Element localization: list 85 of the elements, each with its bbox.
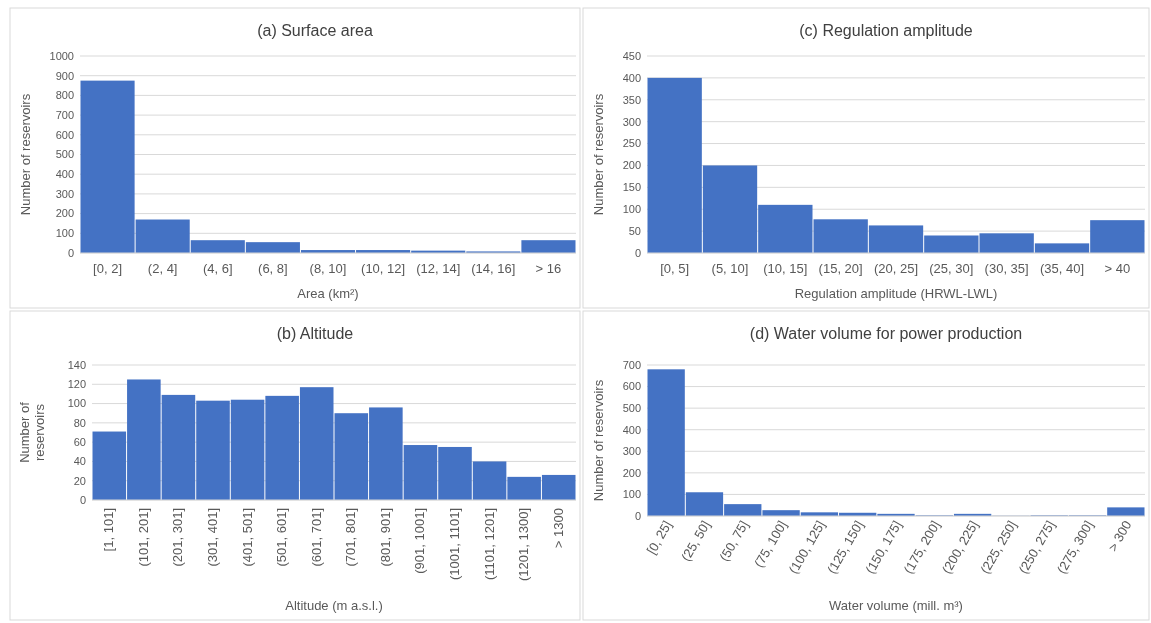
y-tick-label: 0 bbox=[79, 493, 86, 506]
x-tick-label: [0, 2] bbox=[93, 261, 123, 276]
x-tick-label: (30, 35] bbox=[984, 261, 1029, 276]
y-tick-label: 20 bbox=[73, 474, 86, 487]
x-tick-label: (20, 25] bbox=[873, 261, 919, 276]
y-tick-label: 200 bbox=[622, 159, 641, 172]
x-tick-label: (301, 401] bbox=[205, 508, 220, 567]
x-axis-title: Water volume (mill. m³) bbox=[829, 598, 963, 613]
x-tick-label: (801, 901] bbox=[377, 508, 393, 567]
y-tick-label: 1000 bbox=[49, 49, 74, 62]
y-axis-title: Number of reservoirs bbox=[18, 93, 33, 216]
x-tick-label: (901, 1001] bbox=[412, 508, 428, 574]
y-tick-label: 300 bbox=[622, 115, 641, 128]
y-tick-label: 450 bbox=[622, 49, 641, 62]
y-tick-label: 40 bbox=[73, 455, 86, 468]
y-tick-label: 100 bbox=[55, 227, 74, 240]
y-tick-label: 500 bbox=[622, 401, 641, 414]
x-tick-label: > 40 bbox=[1104, 261, 1131, 276]
x-tick-label: (1101, 1201] bbox=[481, 508, 497, 581]
y-tick-label: 700 bbox=[55, 108, 74, 121]
y-tick-label: 200 bbox=[622, 466, 641, 479]
x-axis-title: Area (km²) bbox=[297, 286, 359, 301]
y-tick-label: 600 bbox=[622, 380, 641, 393]
y-tick-label: 200 bbox=[55, 207, 74, 220]
y-tick-label: 80 bbox=[73, 416, 86, 429]
x-tick-label: > 16 bbox=[535, 261, 562, 276]
x-tick-label: [1, 101] bbox=[101, 508, 117, 552]
x-tick-label: (5, 10] bbox=[711, 261, 749, 276]
chart-title: (b) Altitude bbox=[276, 325, 354, 342]
x-tick-label: (25, 30] bbox=[929, 261, 974, 276]
x-tick-label: [0, 5] bbox=[660, 261, 690, 276]
x-tick-label: (101, 201] bbox=[135, 508, 151, 567]
y-tick-label: 150 bbox=[622, 181, 641, 194]
y-tick-label: 900 bbox=[55, 69, 74, 82]
x-tick-label: (201, 301] bbox=[170, 508, 186, 567]
y-tick-label: 0 bbox=[634, 509, 641, 522]
x-tick-label: [0, 25] bbox=[643, 518, 675, 557]
x-tick-label: (601, 701] bbox=[308, 508, 324, 567]
x-tick-label: (2, 4] bbox=[147, 261, 178, 276]
chart-title: (d) Water volume for power production bbox=[749, 325, 1023, 342]
y-tick-label: 800 bbox=[55, 89, 74, 102]
x-tick-label: (1201, 1300] bbox=[516, 508, 532, 582]
y-axis-title: Number of reservoirs bbox=[591, 93, 606, 216]
y-tick-label: 400 bbox=[55, 168, 74, 181]
y-axis-title: Number of reservoirs bbox=[591, 379, 606, 502]
y-tick-label: 500 bbox=[55, 148, 74, 161]
y-tick-label: 350 bbox=[622, 93, 641, 106]
x-axis-title: Regulation amplitude (HRWL-LWL) bbox=[794, 286, 998, 301]
y-tick-label: 0 bbox=[634, 246, 641, 259]
y-tick-label: 300 bbox=[622, 445, 641, 458]
y-tick-label: 100 bbox=[622, 203, 641, 216]
x-tick-label: (10, 15] bbox=[763, 261, 808, 276]
y-tick-label: 50 bbox=[628, 224, 641, 237]
y-tick-label: 100 bbox=[622, 488, 641, 501]
x-tick-label: (15, 20] bbox=[818, 261, 863, 276]
y-tick-label: 400 bbox=[622, 71, 641, 84]
y-axis-title: Number of reservoirs bbox=[16, 401, 48, 463]
y-tick-label: 100 bbox=[67, 397, 86, 410]
x-tick-label: (4, 6] bbox=[202, 261, 233, 276]
y-tick-label: 0 bbox=[67, 246, 74, 259]
x-tick-label: (14, 16] bbox=[471, 261, 516, 276]
y-tick-label: 250 bbox=[622, 137, 641, 150]
y-tick-label: 140 bbox=[67, 358, 86, 371]
x-tick-label: > 1300 bbox=[550, 508, 566, 549]
y-tick-label: 600 bbox=[55, 128, 74, 141]
y-tick-label: 120 bbox=[67, 378, 86, 391]
x-tick-label: (401, 501] bbox=[239, 508, 255, 567]
y-tick-label: 700 bbox=[622, 358, 641, 371]
y-tick-label: 300 bbox=[55, 187, 74, 200]
x-tick-label: (35, 40] bbox=[1039, 261, 1085, 276]
x-tick-label: (6, 8] bbox=[258, 261, 288, 276]
x-tick-label: (50, 75] bbox=[716, 518, 752, 564]
chart-title: (a) Surface area bbox=[257, 22, 373, 39]
x-tick-label: (1001, 1101] bbox=[447, 508, 462, 581]
chart-title: (c) Regulation amplitude bbox=[799, 22, 973, 39]
y-tick-label: 400 bbox=[622, 423, 641, 436]
x-tick-label: (501, 601] bbox=[274, 508, 290, 567]
x-tick-label: (12, 14] bbox=[416, 261, 461, 276]
y-tick-label: 60 bbox=[73, 435, 86, 448]
x-tick-label: (8, 10] bbox=[309, 261, 347, 276]
x-axis-title: Altitude (m a.s.l.) bbox=[285, 598, 383, 613]
x-tick-label: (701, 801] bbox=[343, 508, 359, 567]
x-tick-label: (25, 50] bbox=[678, 518, 714, 564]
x-tick-label: (10, 12] bbox=[361, 261, 406, 276]
x-tick-label: > 300 bbox=[1105, 518, 1135, 554]
